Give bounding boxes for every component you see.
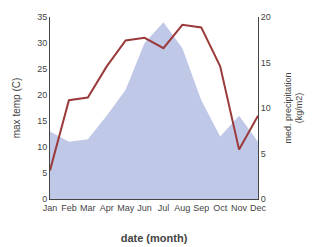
svg-text:max temp (C): max temp (C) — [11, 78, 22, 139]
svg-text:0: 0 — [261, 194, 266, 204]
svg-text:Jun: Jun — [137, 203, 152, 213]
svg-text:10: 10 — [37, 142, 47, 152]
svg-text:15: 15 — [37, 116, 47, 126]
svg-text:35: 35 — [37, 12, 47, 22]
svg-text:10: 10 — [261, 103, 271, 113]
svg-text:Jan: Jan — [43, 203, 58, 213]
svg-text:Sep: Sep — [193, 203, 209, 213]
svg-text:Nov: Nov — [231, 203, 248, 213]
svg-text:Feb: Feb — [61, 203, 77, 213]
svg-text:med. precipitation(kg/m2): med. precipitation(kg/m2) — [283, 72, 305, 143]
svg-text:5: 5 — [261, 149, 266, 159]
svg-text:Aug: Aug — [174, 203, 190, 213]
svg-text:Jul: Jul — [158, 203, 170, 213]
svg-text:30: 30 — [37, 38, 47, 48]
svg-text:Oct: Oct — [213, 203, 228, 213]
svg-text:0: 0 — [42, 194, 47, 204]
svg-text:20: 20 — [261, 12, 271, 22]
svg-text:5: 5 — [42, 168, 47, 178]
svg-text:Mar: Mar — [80, 203, 96, 213]
svg-text:Apr: Apr — [100, 203, 114, 213]
svg-text:date (month): date (month) — [121, 232, 188, 244]
svg-text:15: 15 — [261, 58, 271, 68]
svg-text:25: 25 — [37, 64, 47, 74]
svg-text:Dec: Dec — [250, 203, 267, 213]
svg-text:20: 20 — [37, 90, 47, 100]
svg-text:May: May — [117, 203, 135, 213]
